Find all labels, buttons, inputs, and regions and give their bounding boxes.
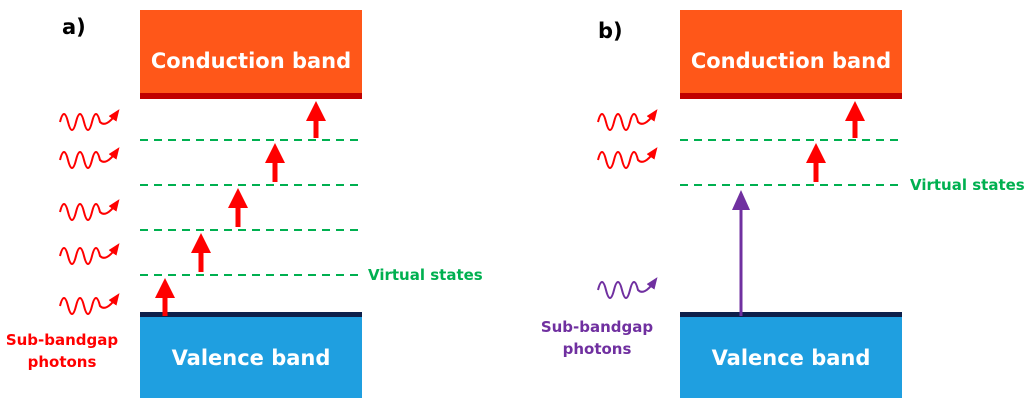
transition-arrow-b-purple-head xyxy=(732,190,750,210)
conduction-band-label-b: Conduction band xyxy=(691,49,891,73)
conduction-band-edge-a xyxy=(140,93,362,99)
valence-band-edge-b xyxy=(680,312,902,317)
panel-b-label: b) xyxy=(598,19,623,43)
photon-a-2 xyxy=(60,152,116,168)
photons-label-a-line1: Sub-bandgap xyxy=(6,331,119,349)
conduction-band-edge-b xyxy=(680,93,902,99)
photons-label-b-line2: photons xyxy=(563,340,632,358)
photon-a-5 xyxy=(60,298,116,314)
photons-label-a-line2: photons xyxy=(28,353,97,371)
photon-a-1 xyxy=(60,114,116,130)
virtual-states-label-b: Virtual states xyxy=(910,176,1025,194)
valence-band-label-a: Valence band xyxy=(172,346,331,370)
photon-b-purple xyxy=(598,282,654,298)
valence-band-label-b: Valence band xyxy=(712,346,871,370)
valence-band-edge-a xyxy=(140,312,362,317)
photon-a-4 xyxy=(60,248,116,264)
photon-a-3 xyxy=(60,204,116,220)
conduction-band-label-a: Conduction band xyxy=(151,49,351,73)
panel-a: a) Conduction band Valence band Virtual … xyxy=(6,10,483,398)
panel-a-label: a) xyxy=(62,15,86,39)
panel-b: b) Conduction band Valence band Virtual … xyxy=(541,10,1025,398)
virtual-states-label-a: Virtual states xyxy=(368,266,483,284)
photon-b-red-2 xyxy=(598,152,654,168)
photons-label-b-line1: Sub-bandgap xyxy=(541,318,654,336)
photon-b-red-1 xyxy=(598,114,654,130)
